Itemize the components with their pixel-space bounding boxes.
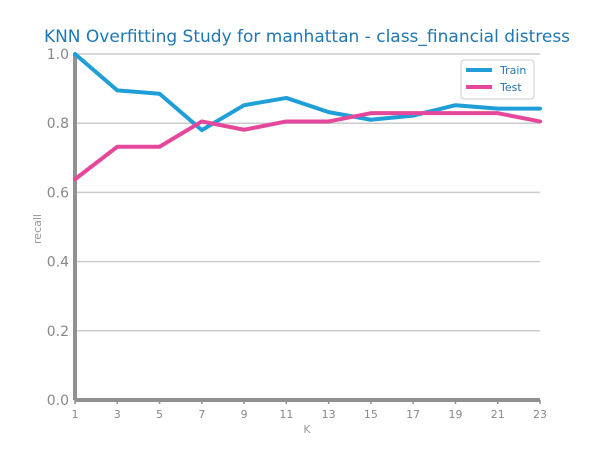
legend-label: Test — [499, 81, 522, 94]
x-tick-label: 17 — [406, 408, 420, 421]
x-tick-label: 9 — [241, 408, 248, 421]
x-tick-labels: 1 3 5 7 9 11 13 15 17 19 21 23 — [72, 408, 548, 421]
y-tick-label: 0.4 — [47, 255, 69, 271]
x-tick-label: 7 — [198, 408, 205, 421]
x-tick-label: 19 — [448, 408, 462, 421]
y-tick-label: 0.0 — [47, 393, 69, 409]
x-tick-label: 15 — [364, 408, 378, 421]
x-tick-label: 5 — [156, 408, 163, 421]
legend-label: Train — [499, 64, 526, 77]
y-tick-label: 1.0 — [47, 47, 69, 63]
x-tick-label: 1 — [72, 408, 79, 421]
y-tick-label: 0.6 — [47, 185, 69, 201]
series-lines — [73, 52, 542, 182]
series-line-train — [73, 52, 542, 133]
y-tick-labels: 0.0 0.2 0.4 0.6 0.8 1.0 — [47, 47, 69, 409]
chart-title: KNN Overfitting Study for manhattan - cl… — [44, 27, 570, 47]
y-tick-label: 0.8 — [47, 116, 69, 132]
series-line-test — [73, 111, 542, 182]
legend: Train Test — [460, 59, 535, 100]
x-tick-label: 11 — [279, 408, 293, 421]
y-tick-label: 0.2 — [47, 324, 69, 340]
x-tick-label: 23 — [533, 408, 547, 421]
x-tick-label: 3 — [114, 408, 121, 421]
x-axis-label: K — [303, 423, 311, 436]
x-tick-label: 21 — [491, 408, 505, 421]
axes — [73, 54, 541, 404]
x-tick-label: 13 — [322, 408, 336, 421]
y-axis-label: recall — [31, 214, 44, 244]
